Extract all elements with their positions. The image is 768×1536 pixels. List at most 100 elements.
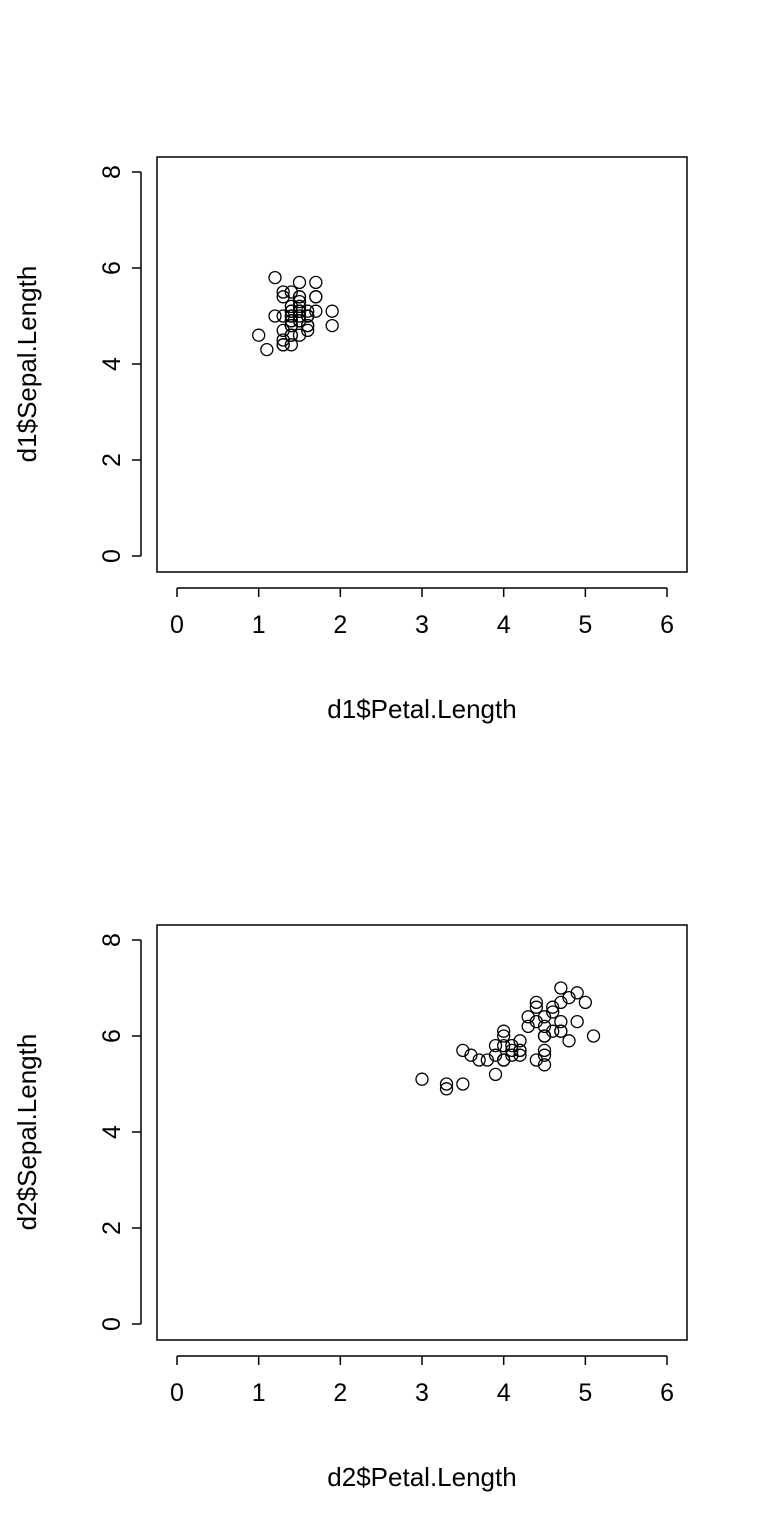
data-point [309,275,323,290]
data-point [513,1034,527,1048]
x-tick-label: 3 [415,611,429,639]
data-point [301,309,315,323]
data-point [309,304,323,318]
data-point [554,995,568,1010]
data-point [309,290,323,304]
scatter-panel-1: 0 1 2 3 4 5 6 0 2 4 6 8 d1$Petal.Length d1$Sepal.L… [12,156,688,724]
data-point [284,285,298,299]
data-point [497,1053,511,1067]
data-point [578,995,592,1010]
data-point [529,1014,543,1029]
scatter-panel-2: 0 1 2 3 4 5 6 0 2 4 6 8 d2$Petal.Length d2$Sepal.L… [12,924,688,1492]
data-point [497,1024,511,1038]
y-axis-title: d2$Sepal.Length [12,1034,42,1231]
x-tick-label: 5 [578,1379,592,1407]
x-tick-label: 4 [497,611,511,639]
data-point [276,290,290,304]
x-tick-label: 5 [578,611,592,639]
data-point [537,1043,552,1058]
data-point [488,1048,503,1062]
y-tick-label: 2 [98,1221,126,1235]
y-axis: 0 2 4 6 8 [98,165,142,563]
data-point [325,318,339,333]
data-point [521,1019,535,1034]
y-tick-label: 8 [98,933,126,947]
data-point [301,323,315,338]
data-point [505,1048,519,1062]
data-point [284,314,298,328]
data-point [292,309,307,323]
data-point [276,338,290,352]
plot-frame [156,156,688,573]
x-tick-label: 2 [333,611,347,639]
data-point [529,1053,543,1067]
data-point [456,1077,470,1091]
data-point [284,318,298,333]
data-point [537,1029,552,1043]
data-point [529,995,543,1010]
data-point [554,1014,568,1029]
data-point [513,1043,527,1058]
x-axis-title: d1$Petal.Length [327,694,516,724]
data-point [570,986,584,1000]
x-axis-title: d2$Petal.Length [327,1462,516,1492]
data-point [570,1014,584,1029]
y-tick-label: 6 [98,261,126,275]
plot-frame [156,924,688,1341]
data-point [325,304,339,318]
data-point [292,290,307,304]
x-tick-label: 6 [660,611,674,639]
points [252,270,339,357]
data-point [260,342,274,357]
x-axis: 0 1 2 3 4 5 6 [170,1355,674,1407]
data-point [537,1019,552,1034]
x-tick-label: 4 [497,1379,511,1407]
data-point [456,1043,470,1058]
y-axis: 0 2 4 6 8 [98,933,142,1331]
x-tick-label: 6 [660,1379,674,1407]
data-point [276,285,290,299]
data-point [276,333,290,347]
y-tick-label: 4 [98,357,126,371]
data-point [497,1029,511,1043]
data-point [252,328,266,342]
data-point [513,1048,527,1062]
y-tick-label: 8 [98,165,126,179]
y-tick-label: 6 [98,1029,126,1043]
data-point [292,275,307,290]
x-tick-label: 2 [333,1379,347,1407]
data-point [276,323,290,338]
x-tick-label: 3 [415,1379,429,1407]
data-point [439,1082,454,1096]
data-point [505,1043,519,1058]
data-point [554,1024,568,1038]
data-point [529,1000,543,1014]
data-point [464,1048,478,1062]
y-tick-label: 2 [98,453,126,467]
data-point [554,981,568,995]
y-tick-label: 0 [98,549,126,563]
data-point [284,328,298,342]
data-point [546,1024,560,1038]
data-point [292,314,307,328]
data-point [488,1038,503,1053]
data-point [562,990,576,1005]
data-point [586,1029,601,1043]
data-point [480,1053,494,1067]
data-point [284,299,298,314]
data-point [537,1058,552,1072]
data-point [537,1048,552,1062]
data-point [292,328,307,342]
data-point [562,1034,576,1048]
y-tick-label: 0 [98,1317,126,1331]
data-point [546,1005,560,1019]
x-tick-label: 1 [252,1379,266,1407]
data-point [488,1067,503,1082]
data-point [284,304,298,318]
data-point [292,299,307,314]
points [415,981,601,1096]
data-point [268,270,282,285]
data-point [301,318,315,333]
data-point [268,309,282,323]
